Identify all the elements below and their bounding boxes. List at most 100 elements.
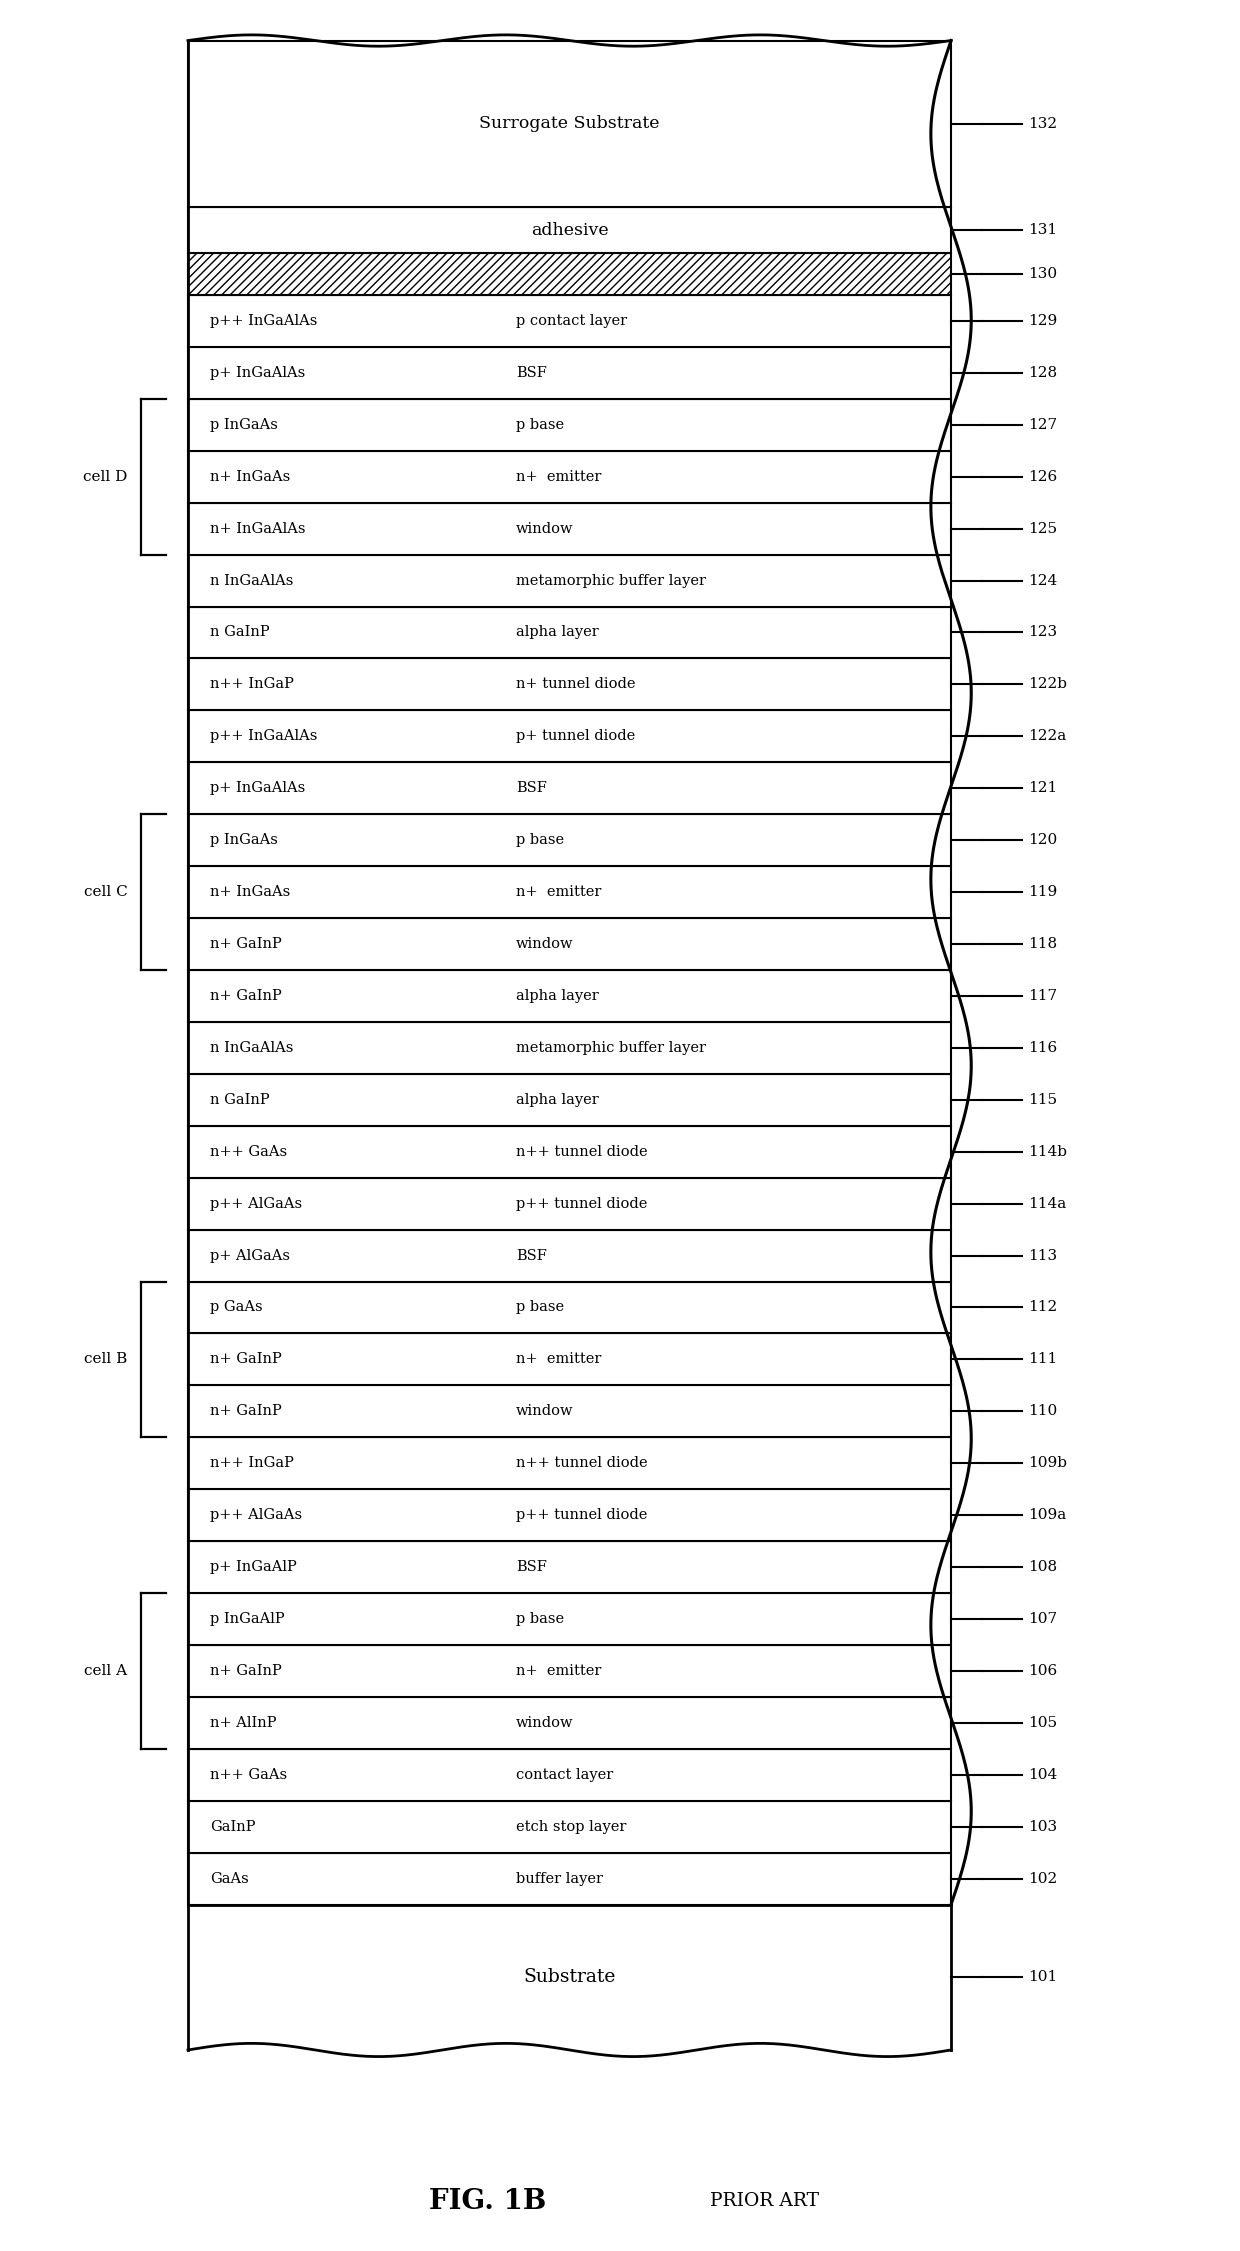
Bar xyxy=(188,1177,951,1229)
Text: window: window xyxy=(516,1715,574,1729)
Text: n+ GaInP: n+ GaInP xyxy=(211,1405,283,1418)
Text: n+ GaInP: n+ GaInP xyxy=(211,988,283,1004)
Text: 122b: 122b xyxy=(1028,678,1068,691)
Text: p+ InGaAlAs: p+ InGaAlAs xyxy=(211,781,305,795)
Bar xyxy=(188,1801,951,1853)
Bar xyxy=(188,711,951,763)
Text: alpha layer: alpha layer xyxy=(516,988,599,1004)
Bar xyxy=(188,295,951,347)
Text: n++ GaAs: n++ GaAs xyxy=(211,1146,288,1159)
Bar xyxy=(188,1281,951,1333)
Bar xyxy=(188,502,951,554)
Text: alpha layer: alpha layer xyxy=(516,626,599,639)
Bar xyxy=(188,450,951,502)
Text: 105: 105 xyxy=(1028,1715,1058,1729)
Text: 125: 125 xyxy=(1028,522,1058,536)
Text: window: window xyxy=(516,522,574,536)
Text: p base: p base xyxy=(516,833,564,846)
Text: BSF: BSF xyxy=(516,1249,547,1263)
Text: p InGaAs: p InGaAs xyxy=(211,833,278,846)
Text: n+ GaInP: n+ GaInP xyxy=(211,1663,283,1677)
Text: 121: 121 xyxy=(1028,781,1058,795)
Bar xyxy=(188,970,951,1022)
Text: n+  emitter: n+ emitter xyxy=(516,1353,601,1366)
Text: 129: 129 xyxy=(1028,313,1058,329)
Text: alpha layer: alpha layer xyxy=(516,1092,599,1107)
Text: 132: 132 xyxy=(1028,117,1058,131)
Text: 109b: 109b xyxy=(1028,1456,1068,1470)
Text: n++ InGaP: n++ InGaP xyxy=(211,1456,294,1470)
Text: n++ tunnel diode: n++ tunnel diode xyxy=(516,1456,647,1470)
Text: 119: 119 xyxy=(1028,885,1058,898)
Text: 127: 127 xyxy=(1028,419,1058,432)
Text: cell C: cell C xyxy=(83,885,128,898)
Bar xyxy=(188,1697,951,1749)
Text: n+  emitter: n+ emitter xyxy=(516,1663,601,1677)
Text: 118: 118 xyxy=(1028,936,1058,950)
Text: 111: 111 xyxy=(1028,1353,1058,1366)
Text: p InGaAs: p InGaAs xyxy=(211,419,278,432)
Text: n+ InGaAs: n+ InGaAs xyxy=(211,885,290,898)
Bar xyxy=(188,867,951,918)
Text: BSF: BSF xyxy=(516,367,547,380)
Bar xyxy=(188,1022,951,1074)
Text: n+ GaInP: n+ GaInP xyxy=(211,1353,283,1366)
Bar xyxy=(188,1229,951,1281)
Bar xyxy=(188,1645,951,1697)
Text: window: window xyxy=(516,1405,574,1418)
Text: 113: 113 xyxy=(1028,1249,1058,1263)
Text: 108: 108 xyxy=(1028,1560,1058,1573)
Text: metamorphic buffer layer: metamorphic buffer layer xyxy=(516,1040,706,1056)
Text: Surrogate Substrate: Surrogate Substrate xyxy=(479,115,660,133)
Text: n+ InGaAlAs: n+ InGaAlAs xyxy=(211,522,306,536)
Text: 114a: 114a xyxy=(1028,1198,1066,1211)
Text: 120: 120 xyxy=(1028,833,1058,846)
Text: 124: 124 xyxy=(1028,574,1058,588)
Text: p base: p base xyxy=(516,1301,564,1315)
Text: n++ InGaP: n++ InGaP xyxy=(211,678,294,691)
Text: 107: 107 xyxy=(1028,1612,1058,1625)
Text: 126: 126 xyxy=(1028,470,1058,484)
Text: 116: 116 xyxy=(1028,1040,1058,1056)
Text: 109a: 109a xyxy=(1028,1508,1066,1522)
Text: 115: 115 xyxy=(1028,1092,1058,1107)
Text: p+ InGaAlAs: p+ InGaAlAs xyxy=(211,367,305,380)
Bar xyxy=(188,1542,951,1594)
Bar xyxy=(188,1594,951,1645)
Text: p+ tunnel diode: p+ tunnel diode xyxy=(516,729,635,743)
Text: window: window xyxy=(516,936,574,950)
Text: n GaInP: n GaInP xyxy=(211,626,270,639)
Text: cell A: cell A xyxy=(84,1663,128,1677)
Text: p++ AlGaAs: p++ AlGaAs xyxy=(211,1198,303,1211)
Text: buffer layer: buffer layer xyxy=(516,1871,603,1886)
Text: 114b: 114b xyxy=(1028,1146,1068,1159)
Text: 123: 123 xyxy=(1028,626,1058,639)
Bar xyxy=(188,398,951,450)
Text: p GaAs: p GaAs xyxy=(211,1301,263,1315)
Text: p++ tunnel diode: p++ tunnel diode xyxy=(516,1198,647,1211)
Text: 103: 103 xyxy=(1028,1819,1058,1835)
Text: etch stop layer: etch stop layer xyxy=(516,1819,626,1835)
Text: p++ InGaAlAs: p++ InGaAlAs xyxy=(211,313,317,329)
Text: cell D: cell D xyxy=(83,470,128,484)
Bar xyxy=(188,606,951,660)
Text: p++ tunnel diode: p++ tunnel diode xyxy=(516,1508,647,1522)
Bar xyxy=(188,660,951,711)
Text: Substrate: Substrate xyxy=(523,1967,616,1985)
Bar xyxy=(188,1384,951,1438)
Text: n++ GaAs: n++ GaAs xyxy=(211,1767,288,1783)
Bar xyxy=(188,1074,951,1126)
Text: 102: 102 xyxy=(1028,1871,1058,1886)
Bar xyxy=(188,815,951,867)
Text: n InGaAlAs: n InGaAlAs xyxy=(211,1040,294,1056)
Text: p base: p base xyxy=(516,1612,564,1625)
Bar xyxy=(188,1749,951,1801)
Text: p base: p base xyxy=(516,419,564,432)
Text: 122a: 122a xyxy=(1028,729,1066,743)
Bar xyxy=(188,1333,951,1384)
Bar xyxy=(188,1490,951,1542)
Text: n GaInP: n GaInP xyxy=(211,1092,270,1107)
Text: 117: 117 xyxy=(1028,988,1058,1004)
Text: 110: 110 xyxy=(1028,1405,1058,1418)
Text: 112: 112 xyxy=(1028,1301,1058,1315)
